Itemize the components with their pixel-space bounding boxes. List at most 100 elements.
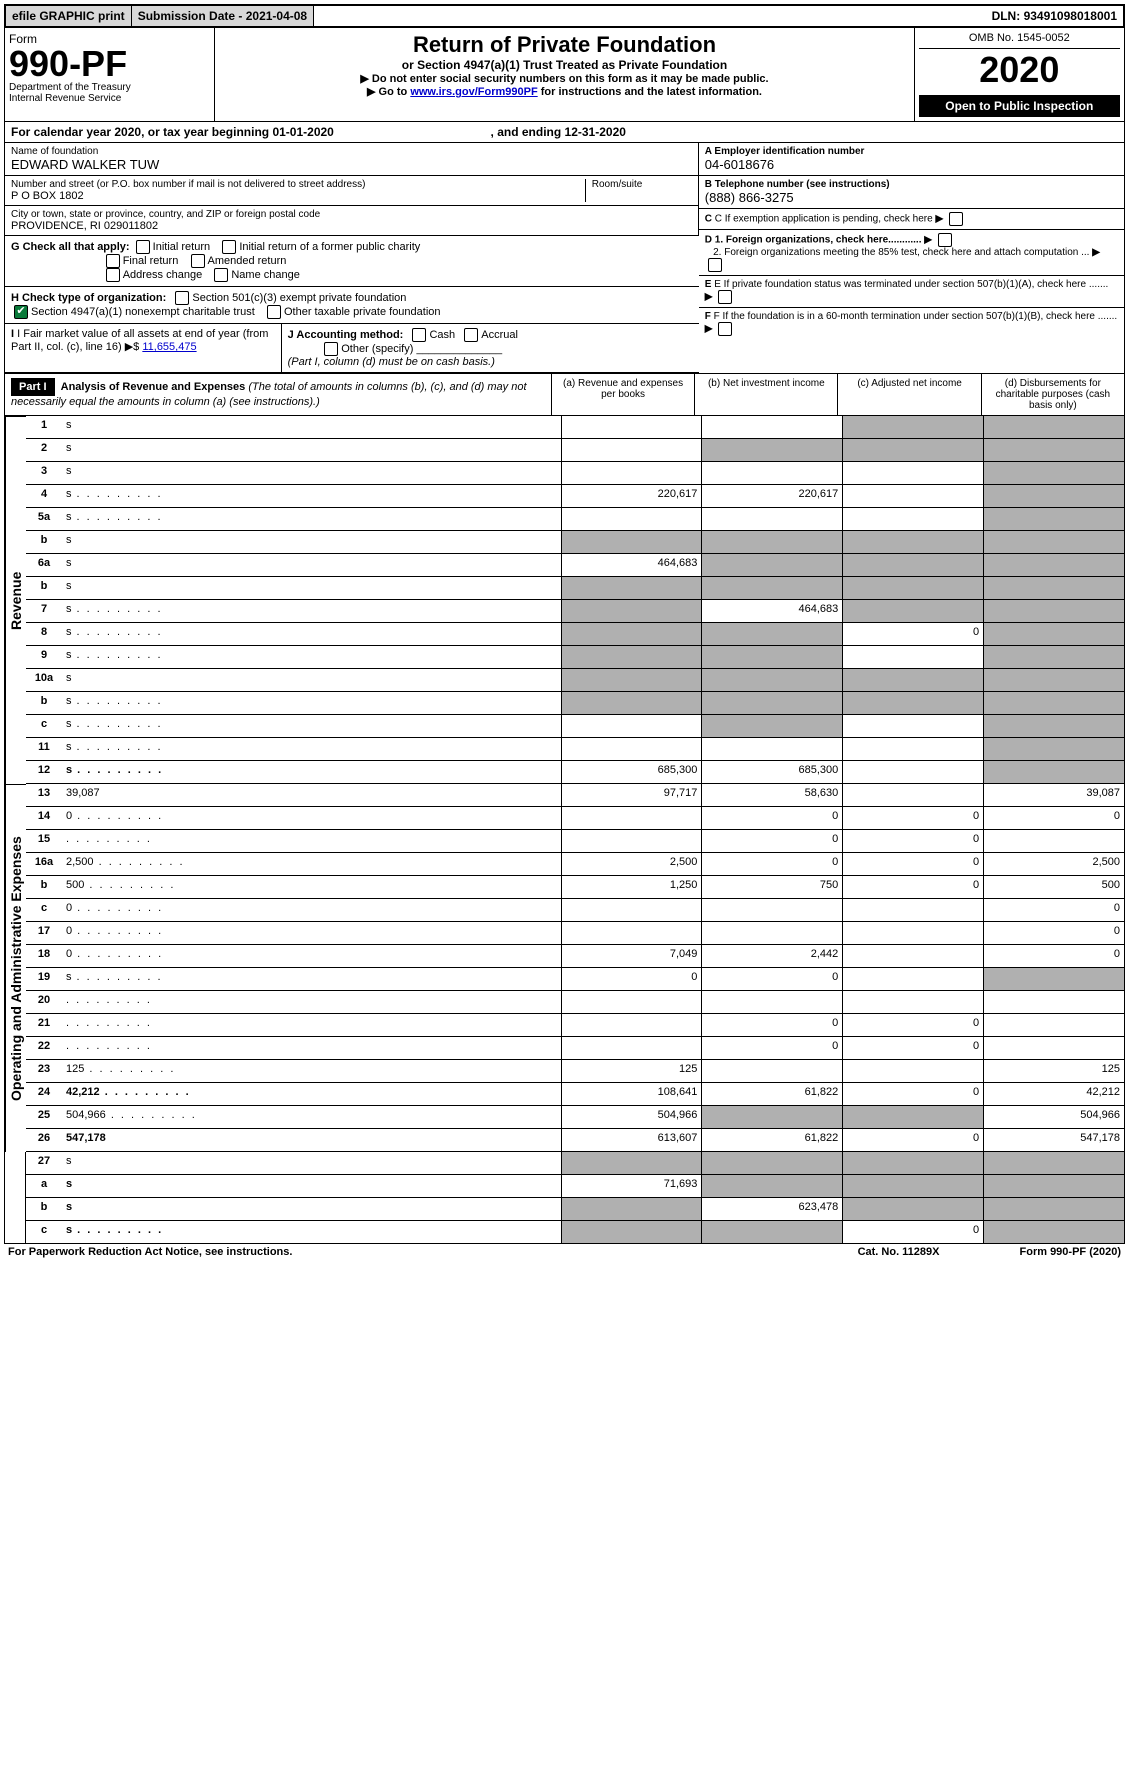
table-row: 23125125125 [26, 1060, 1125, 1083]
table-cell-shaded [702, 692, 843, 714]
accrual-label: Accrual [481, 329, 518, 341]
check-d1[interactable] [938, 233, 952, 247]
city-cell: City or town, state or province, country… [5, 206, 699, 236]
table-cell: 42,212 [984, 1083, 1125, 1105]
table-row: 2200 [26, 1037, 1125, 1060]
row-desc: s [62, 531, 562, 553]
table-cell [843, 784, 984, 806]
check-cash[interactable] [412, 328, 426, 342]
table-cell-shaded [843, 439, 984, 461]
table-cell: 0 [843, 1083, 984, 1105]
table-cell-shaded [702, 646, 843, 668]
check-4947[interactable]: ✔ [14, 305, 28, 319]
check-initial[interactable] [136, 240, 150, 254]
table-cell [843, 485, 984, 507]
table-cell-shaded [843, 531, 984, 553]
check-final[interactable] [106, 254, 120, 268]
row-desc [62, 1014, 562, 1036]
table-cell [843, 968, 984, 990]
efile-print-button[interactable]: efile GRAPHIC print [6, 6, 132, 26]
table-cell: 623,478 [702, 1198, 843, 1220]
row-num: b [26, 1198, 62, 1220]
check-d2[interactable] [708, 258, 722, 272]
footer-mid: Cat. No. 11289X [858, 1246, 940, 1258]
ein-cell: A Employer identification number 04-6018… [699, 143, 1124, 176]
table-row: 4s220,617220,617 [26, 485, 1125, 508]
table-cell: 0 [702, 807, 843, 829]
row-desc: 547,178 [62, 1129, 562, 1151]
info-grid: Name of foundation EDWARD WALKER TUW Num… [4, 143, 1125, 374]
row-desc: s [62, 1152, 562, 1174]
table-cell: 0 [843, 1221, 984, 1243]
calyear-end: 12-31-2020 [565, 125, 626, 139]
check-f[interactable] [718, 322, 732, 336]
h-label: H Check type of organization: [11, 292, 166, 304]
table-cell [562, 508, 703, 530]
table-cell: 0 [984, 945, 1125, 967]
g-label: G Check all that apply: [11, 241, 130, 253]
fmv-row: I I Fair market value of all assets at e… [5, 324, 699, 373]
row-desc: 0 [62, 807, 562, 829]
table-cell-shaded [984, 738, 1125, 760]
row-num: a [26, 1175, 62, 1197]
table-cell-shaded [984, 669, 1125, 691]
row-desc: s [62, 623, 562, 645]
irs-link[interactable]: www.irs.gov/Form990PF [410, 86, 537, 98]
table-cell: 39,087 [984, 784, 1125, 806]
check-other-method[interactable] [324, 342, 338, 356]
table-cell [702, 462, 843, 484]
table-row: 1500 [26, 830, 1125, 853]
d2-label: 2. Foreign organizations meeting the 85%… [713, 247, 1089, 258]
check-501c3[interactable] [175, 291, 189, 305]
row-desc: 0 [62, 899, 562, 921]
amended-label: Amended return [208, 255, 287, 267]
i-cell: I I Fair market value of all assets at e… [5, 324, 282, 372]
table-cell [843, 462, 984, 484]
table-cell-shaded [702, 439, 843, 461]
table-cell-shaded [562, 623, 703, 645]
row-num: 16a [26, 853, 62, 875]
check-e[interactable] [718, 290, 732, 304]
table-cell-shaded [702, 1106, 843, 1128]
row-num: 6a [26, 554, 62, 576]
footer-left: For Paperwork Reduction Act Notice, see … [8, 1246, 292, 1258]
table-row: 7s464,683 [26, 600, 1125, 623]
part1-header-row: Part I Analysis of Revenue and Expenses … [4, 374, 1125, 416]
row-num: 7 [26, 600, 62, 622]
table-row: 140000 [26, 807, 1125, 830]
check-other-taxable[interactable] [267, 305, 281, 319]
row-num: 9 [26, 646, 62, 668]
row-num: c [26, 1221, 62, 1243]
c-cell: C C If exemption application is pending,… [699, 209, 1124, 230]
table-cell-shaded [702, 531, 843, 553]
row-num: 22 [26, 1037, 62, 1059]
table-cell: 2,442 [702, 945, 843, 967]
check-initial-former[interactable] [222, 240, 236, 254]
check-name-change[interactable] [214, 268, 228, 282]
row-desc: s [62, 646, 562, 668]
info-left: Name of foundation EDWARD WALKER TUW Num… [5, 143, 699, 373]
check-addr-change[interactable] [106, 268, 120, 282]
check-c[interactable] [949, 212, 963, 226]
phone-label: B Telephone number (see instructions) [705, 179, 1118, 190]
table-cell-shaded [843, 416, 984, 438]
name-cell: Name of foundation EDWARD WALKER TUW [5, 143, 699, 176]
table-cell-shaded [702, 1152, 843, 1174]
table-cell-shaded [984, 1175, 1125, 1197]
check-accrual[interactable] [464, 328, 478, 342]
row-num: 27 [26, 1152, 62, 1174]
open-inspection: Open to Public Inspection [919, 95, 1120, 117]
table-row: c00 [26, 899, 1125, 922]
row-num: 24 [26, 1083, 62, 1105]
table-cell-shaded [702, 715, 843, 737]
instr-2: ▶ Go to www.irs.gov/Form990PF for instru… [219, 85, 909, 98]
check-amended[interactable] [191, 254, 205, 268]
table-cell: 125 [562, 1060, 703, 1082]
table-cell-shaded [984, 692, 1125, 714]
table-row: 26547,178613,60761,8220547,178 [26, 1129, 1125, 1152]
table-cell: 61,822 [702, 1083, 843, 1105]
table-row: 1s [26, 416, 1125, 439]
table-cell [562, 439, 703, 461]
row-desc: s [62, 416, 562, 438]
table-cell-shaded [702, 1175, 843, 1197]
